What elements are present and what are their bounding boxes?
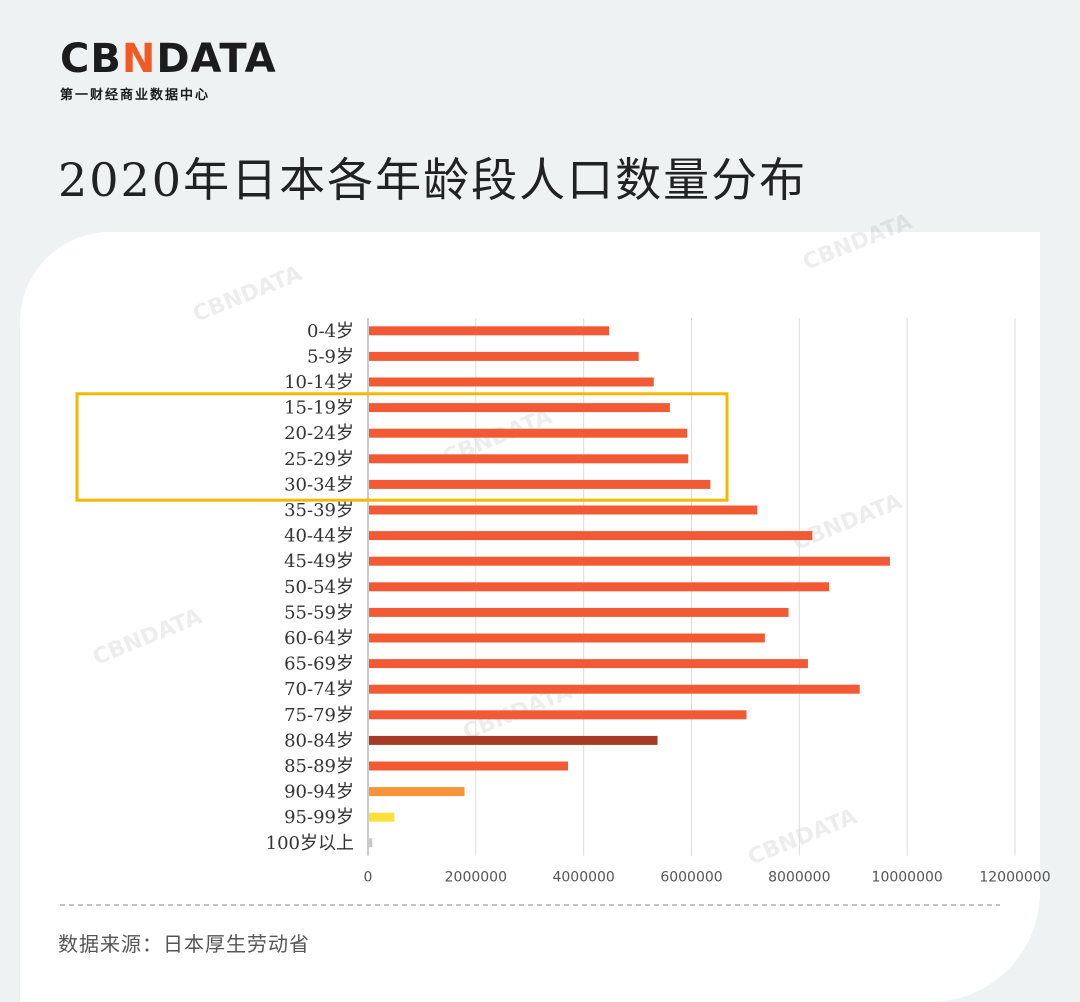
x-tick-label: 4000000 bbox=[552, 870, 614, 886]
category-label: 25-29岁 bbox=[284, 449, 354, 470]
bar bbox=[369, 454, 689, 464]
bar bbox=[369, 505, 758, 515]
logo-subtitle: 第一财经商业数据中心 bbox=[60, 88, 211, 103]
logo-wordmark: CBNDATA bbox=[60, 36, 277, 82]
brand-logo: CBNDATA 第一财经商业数据中心 bbox=[60, 36, 277, 103]
category-label: 90-94岁 bbox=[284, 782, 354, 803]
category-label: 20-24岁 bbox=[284, 423, 354, 444]
bar bbox=[369, 761, 569, 771]
category-label: 80-84岁 bbox=[284, 730, 354, 751]
bar bbox=[369, 735, 658, 745]
category-label: 45-49岁 bbox=[284, 551, 354, 572]
category-label: 55-59岁 bbox=[284, 602, 354, 623]
right-margin bbox=[1040, 232, 1080, 1002]
category-label: 35-39岁 bbox=[284, 500, 354, 521]
bar bbox=[369, 351, 639, 361]
bar bbox=[369, 326, 610, 336]
bar bbox=[369, 531, 813, 541]
bar bbox=[369, 607, 789, 617]
bar bbox=[369, 684, 860, 694]
highlight-box bbox=[75, 392, 729, 502]
x-tick-label: 6000000 bbox=[660, 870, 722, 886]
category-label: 15-19岁 bbox=[284, 398, 354, 419]
category-label: 100岁以上 bbox=[266, 833, 354, 854]
bar bbox=[369, 403, 670, 413]
bar bbox=[369, 710, 747, 720]
category-label: 10-14岁 bbox=[284, 372, 354, 393]
bar bbox=[369, 428, 688, 438]
bar bbox=[369, 787, 465, 797]
page-title: 2020年日本各年龄段人口数量分布 bbox=[58, 153, 808, 207]
bar bbox=[369, 479, 711, 489]
x-tick-label: 12000000 bbox=[979, 870, 1050, 886]
bar bbox=[369, 659, 808, 669]
bar bbox=[369, 838, 373, 848]
category-label: 5-9岁 bbox=[307, 346, 354, 367]
category-label: 40-44岁 bbox=[284, 526, 354, 547]
x-tick-label: 10000000 bbox=[872, 870, 943, 886]
category-label: 70-74岁 bbox=[284, 679, 354, 700]
category-label: 75-79岁 bbox=[284, 705, 354, 726]
category-label: 60-64岁 bbox=[284, 628, 354, 649]
category-label: 50-54岁 bbox=[284, 577, 354, 598]
bar bbox=[369, 633, 765, 643]
x-tick-label: 0 bbox=[364, 870, 373, 886]
bar bbox=[369, 556, 890, 566]
category-label: 30-34岁 bbox=[284, 474, 354, 495]
x-tick-label: 2000000 bbox=[445, 870, 507, 886]
category-label: 65-69岁 bbox=[284, 654, 354, 675]
x-tick-label: 8000000 bbox=[768, 870, 830, 886]
category-label: 95-99岁 bbox=[284, 807, 354, 828]
bar bbox=[369, 377, 654, 387]
data-source: 数据来源：日本厚生劳动省 bbox=[58, 932, 310, 956]
category-label: 0-4岁 bbox=[307, 321, 354, 342]
category-label: 85-89岁 bbox=[284, 756, 354, 777]
bar bbox=[369, 812, 395, 822]
bar bbox=[369, 582, 829, 592]
